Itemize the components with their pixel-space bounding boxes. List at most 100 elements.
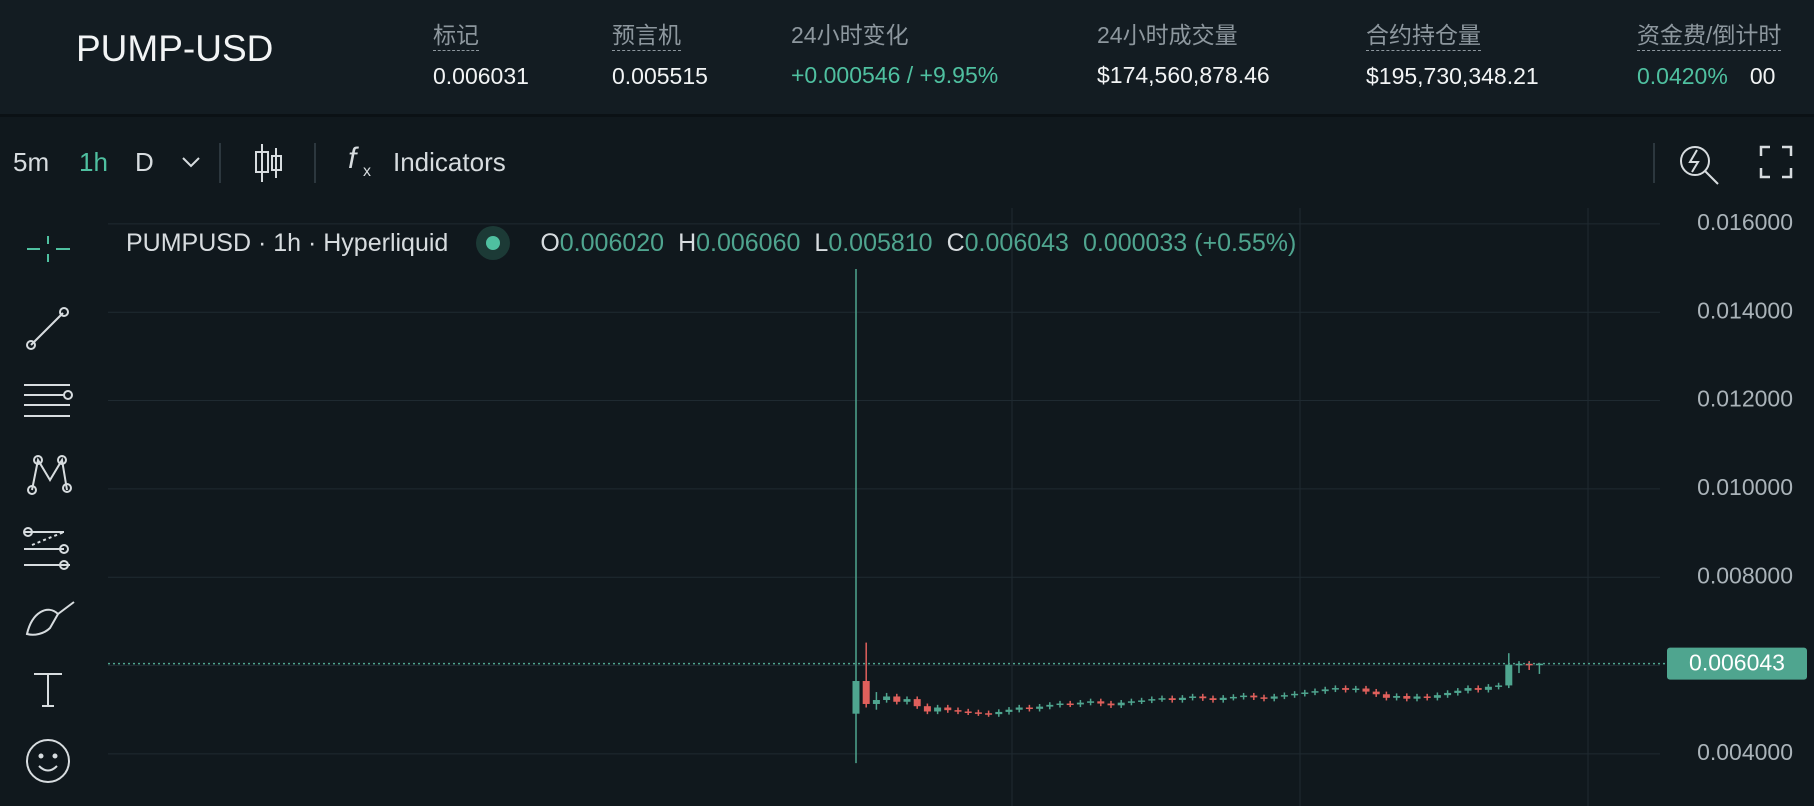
candle-body: [1178, 697, 1186, 701]
candle-body: [1076, 702, 1084, 705]
candle-body: [1199, 696, 1207, 699]
stat: 24小时变化 +0.000546 / +9.95%: [791, 16, 998, 89]
candle-body: [1454, 690, 1462, 693]
candle-body: [1331, 688, 1339, 690]
y-tick-label: 0.014000: [1697, 297, 1793, 323]
candle-body: [1015, 707, 1023, 710]
candle-body: [1158, 698, 1166, 700]
candle-body: [1005, 709, 1013, 712]
candle-body: [995, 711, 1003, 715]
candle-body: [1240, 695, 1248, 698]
candle-body: [1056, 703, 1064, 706]
candle-body: [872, 700, 880, 704]
candle-body: [1301, 692, 1309, 694]
candle-body: [862, 681, 870, 704]
ohlc-key: O: [540, 228, 560, 257]
candle-body: [1495, 685, 1503, 687]
candle-body: [1413, 696, 1421, 699]
chart-toolbar: 5m 1h D Indicators: [0, 117, 1814, 207]
stat: 合约持仓量 $195,730,348.21: [1366, 16, 1539, 90]
y-tick-label: 0.012000: [1697, 386, 1793, 412]
alert-button[interactable]: [1680, 146, 1719, 185]
y-tick-label: 0.004000: [1697, 739, 1793, 765]
indicators-button[interactable]: Indicators: [393, 147, 506, 177]
stat-label: 资金费/倒计时: [1637, 16, 1782, 51]
candle-body: [1311, 691, 1319, 693]
emoji-tool[interactable]: [26, 739, 70, 783]
crosshair-tool[interactable]: [27, 236, 70, 262]
ohlc-key: L: [814, 228, 829, 257]
candle-body: [903, 699, 911, 702]
chart-type-button[interactable]: [255, 144, 282, 182]
interval-button[interactable]: D: [135, 147, 154, 177]
candle-body: [1168, 698, 1176, 701]
candle-body: [1372, 691, 1380, 695]
ohlc-value: 0.006060: [696, 228, 801, 257]
ohlc-key: H: [678, 228, 697, 257]
candle-body: [954, 710, 962, 712]
candle-body: [883, 696, 891, 701]
candle-body: [1515, 663, 1523, 666]
interval-button[interactable]: 1h: [79, 147, 108, 177]
candle-body: [923, 706, 931, 712]
candle-body: [913, 699, 921, 707]
candle-body: [1046, 704, 1054, 707]
stat-label: 24小时变化: [791, 22, 909, 48]
stat-value-row: 0.0420% 00: [1637, 63, 1781, 90]
stat-value: +0.000546 / +9.95%: [791, 62, 999, 88]
brush-tool[interactable]: [25, 601, 75, 636]
y-tick-label: 0.016000: [1697, 209, 1793, 235]
market-header: PUMP-USD 标记 0.006031 预言机 0.005515 24小时变化 +0…: [0, 0, 1814, 117]
interval-dropdown[interactable]: [182, 157, 200, 168]
candle-body: [1342, 688, 1350, 690]
ohlc-value: 0.006020: [559, 228, 665, 257]
candle-body: [1464, 688, 1472, 691]
stat-label: 24小时成交量: [1097, 22, 1238, 48]
stat-value: $174,560,878.46: [1097, 62, 1270, 88]
stat-extra: 00: [1749, 63, 1776, 89]
plot: 0.0040000.0060000.0080000.0100000.012000…: [108, 209, 1807, 765]
candle-body: [1025, 707, 1033, 710]
candle-body: [1097, 701, 1105, 704]
candle-body: [1382, 694, 1390, 698]
candle-body: [1393, 696, 1401, 698]
pattern-tool[interactable]: [27, 455, 72, 495]
stat: 预言机 0.005515: [612, 16, 708, 90]
candle-body: [1484, 686, 1492, 690]
interval-button[interactable]: 5m: [13, 147, 50, 177]
stat-label: 合约持仓量: [1366, 16, 1481, 51]
candle-body: [1138, 700, 1146, 702]
candle-body: [985, 713, 993, 715]
pair-name[interactable]: PUMP-USD: [76, 28, 274, 69]
ohlc-value: 0.006043: [964, 228, 1069, 257]
text-tool[interactable]: [34, 673, 62, 707]
last-price-box: [1667, 647, 1807, 680]
indicators-icon[interactable]: f: [348, 142, 359, 175]
candle-body: [934, 707, 942, 712]
candle-body: [1505, 664, 1513, 686]
candle-body: [893, 696, 901, 702]
stat: 资金费/倒计时 0.0420% 00: [1637, 16, 1782, 90]
last-price-label: 0.006043: [1689, 650, 1785, 676]
candle-body: [1280, 695, 1288, 697]
candle-body: [1474, 688, 1482, 690]
candle-body: [1250, 695, 1258, 698]
candle-body: [1260, 697, 1268, 699]
trend-line-tool[interactable]: [26, 307, 69, 350]
chart-legend: PUMPUSD · 1h · Hyperliquid O 0.006020 H 0.…: [126, 226, 1310, 260]
stat: 24小时成交量 $174,560,878.46: [1097, 16, 1270, 89]
candle-body: [1352, 688, 1360, 691]
candle-body: [1219, 697, 1227, 701]
candle-body: [852, 681, 860, 714]
fib-tool[interactable]: [23, 527, 70, 570]
candle-body: [1036, 706, 1044, 709]
horizontal-lines-tool[interactable]: [24, 384, 73, 417]
candle-body: [1433, 695, 1441, 698]
stat-label: 预言机: [612, 16, 681, 51]
candle-body: [1066, 703, 1074, 706]
symbol-label: PUMPUSD · 1h · Hyperliquid: [126, 228, 449, 257]
fullscreen-button[interactable]: [1759, 145, 1793, 179]
candle-body: [1107, 703, 1115, 706]
candle-body: [1209, 698, 1217, 701]
